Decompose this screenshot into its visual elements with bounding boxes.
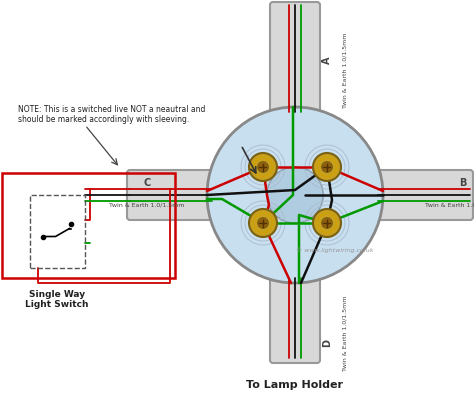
Text: B: B	[459, 178, 467, 188]
Circle shape	[267, 167, 323, 223]
Circle shape	[207, 107, 383, 283]
Circle shape	[258, 218, 268, 228]
Text: Twin & Earth 1.0/1.5mm: Twin & Earth 1.0/1.5mm	[343, 295, 347, 371]
FancyBboxPatch shape	[270, 275, 320, 363]
FancyBboxPatch shape	[270, 2, 320, 115]
Text: Twin & Earth 1.0/1.5mm: Twin & Earth 1.0/1.5mm	[343, 32, 347, 108]
Text: Twin & Earth 1.0/1.5mm: Twin & Earth 1.0/1.5mm	[425, 202, 474, 208]
Text: © www.lightwiring.co.uk: © www.lightwiring.co.uk	[296, 247, 374, 253]
Text: C: C	[143, 178, 151, 188]
Circle shape	[249, 153, 277, 181]
Circle shape	[313, 209, 341, 237]
Bar	[2, 173, 175, 278]
Circle shape	[258, 162, 268, 172]
Circle shape	[313, 153, 341, 181]
FancyBboxPatch shape	[375, 170, 473, 220]
Circle shape	[249, 209, 277, 237]
FancyBboxPatch shape	[127, 170, 215, 220]
Text: Twin & Earth 1.0/1.5mm: Twin & Earth 1.0/1.5mm	[109, 202, 185, 208]
Bar	[30, 195, 85, 268]
Text: To Lamp Holder: To Lamp Holder	[246, 380, 344, 390]
Text: NOTE: This is a switched live NOT a neautral and
should be marked accordingly wi: NOTE: This is a switched live NOT a neau…	[18, 105, 205, 124]
Circle shape	[322, 218, 332, 228]
Text: Single Way
Light Switch: Single Way Light Switch	[25, 290, 89, 309]
Text: D: D	[322, 339, 332, 347]
Circle shape	[322, 162, 332, 172]
Text: A: A	[322, 56, 332, 64]
